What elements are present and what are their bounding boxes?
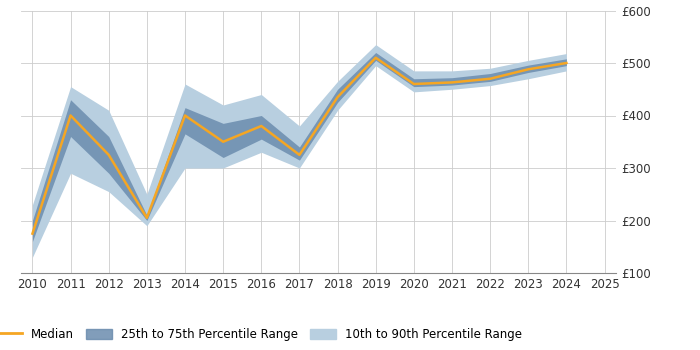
Legend: Median, 25th to 75th Percentile Range, 10th to 90th Percentile Range: Median, 25th to 75th Percentile Range, 1…	[0, 323, 527, 346]
